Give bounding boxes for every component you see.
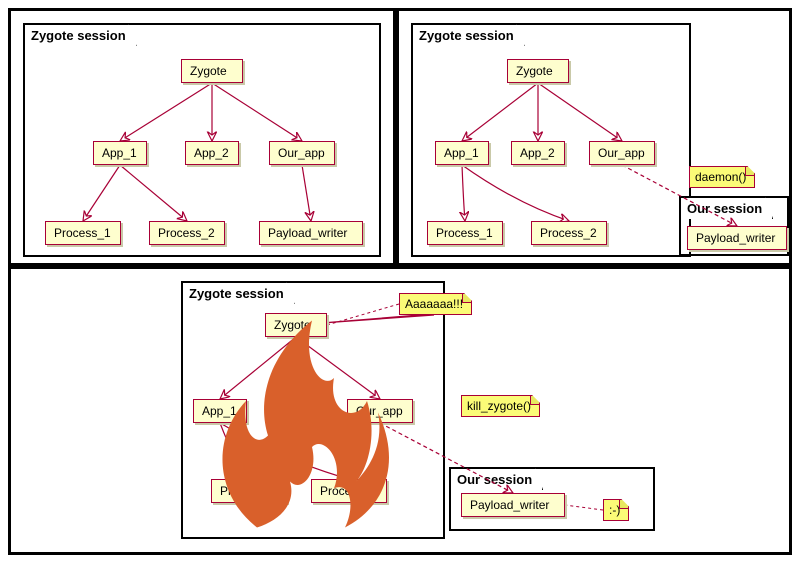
node-app2: App_2 — [185, 141, 239, 165]
node-zygote: Zygote — [507, 59, 569, 83]
note-scream: Aaaaaaa!!! — [399, 293, 472, 315]
session-tab: Zygote session — [24, 24, 137, 46]
session-tab: Our session — [680, 197, 773, 219]
node-payload: Payload_writer — [687, 226, 787, 250]
node-app1: App_1 — [435, 141, 489, 165]
session-tab: Zygote session — [182, 282, 295, 304]
node-proc2: Process_2 — [311, 479, 387, 503]
node-app2: App_2 — [511, 141, 565, 165]
node-proc1: Process_1 — [427, 221, 503, 245]
node-payload: Payload_writer — [259, 221, 363, 245]
session-tab: Zygote session — [412, 24, 525, 46]
panel-top-right: Zygote session Our session Zygote App_1 Ap… — [396, 8, 792, 266]
node-payload: Payload_writer — [461, 493, 565, 517]
session-tab: Our session — [450, 468, 543, 490]
node-proc1: Process_1 — [211, 479, 287, 503]
node-zygote: Zygote — [181, 59, 243, 83]
node-our_app: Our_app — [589, 141, 655, 165]
panel-top-left: Zygote session Zygote App_1 App_2 Our_app Pr… — [8, 8, 396, 266]
node-app2: App_2 — [271, 399, 325, 423]
node-zygote: Zygote — [265, 313, 327, 337]
node-app1: App_1 — [193, 399, 247, 423]
note-daemon: daemon() — [689, 166, 755, 188]
node-our_app: Our_app — [269, 141, 335, 165]
note-kill: kill_zygote() — [461, 395, 540, 417]
node-proc2: Process_2 — [531, 221, 607, 245]
node-our_app: Our_app — [347, 399, 413, 423]
node-proc1: Process_1 — [45, 221, 121, 245]
node-app1: App_1 — [93, 141, 147, 165]
panel-bottom: Zygote session Our session Zygote App_1 Ap… — [8, 266, 792, 555]
node-proc2: Process_2 — [149, 221, 225, 245]
